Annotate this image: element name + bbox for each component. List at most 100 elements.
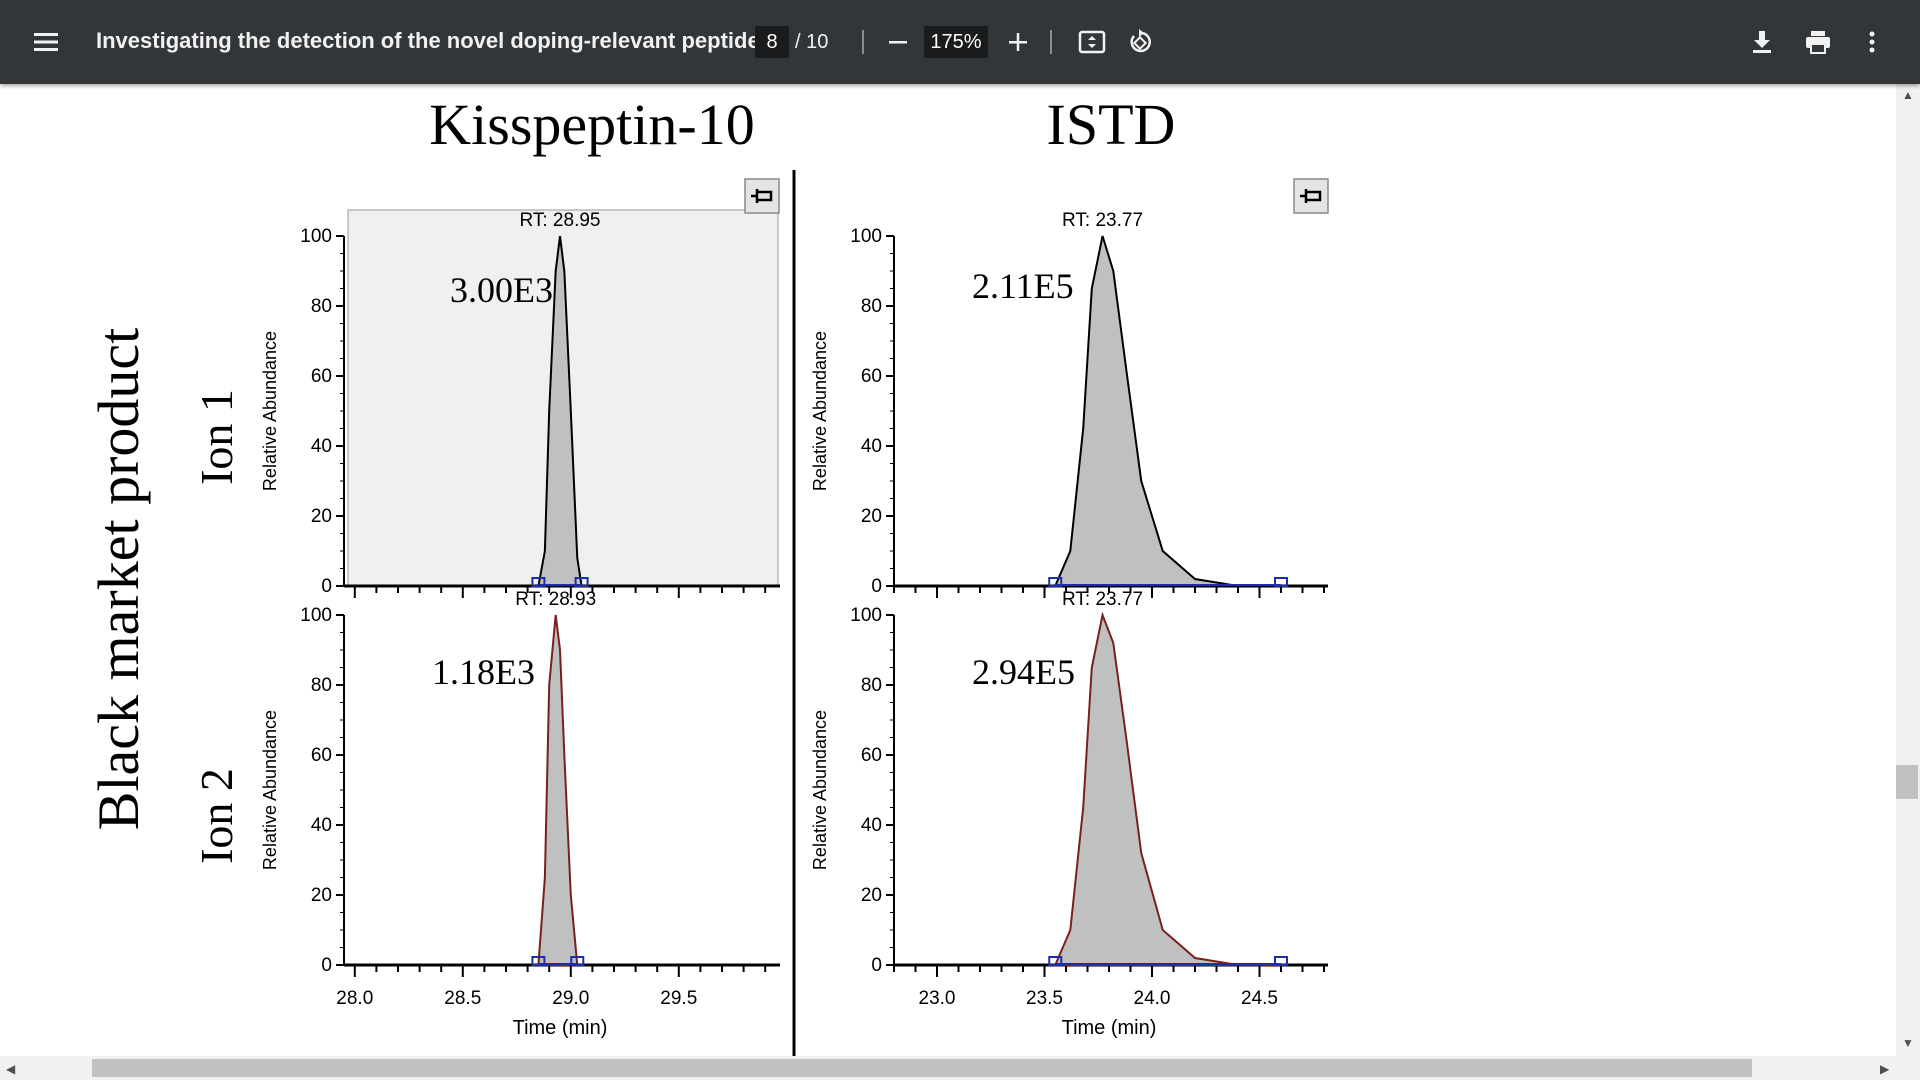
print-icon [1806, 31, 1830, 54]
zoom-input[interactable]: 175% [924, 26, 988, 58]
scroll-down-arrow[interactable]: ▼ [1902, 1036, 1914, 1050]
row-label-ion2: Ion 2 [191, 768, 242, 864]
page-total: / 10 [795, 31, 829, 53]
print-button[interactable] [1798, 22, 1838, 62]
y-tick-label: 80 [861, 296, 882, 317]
y-axis-label: Relative Abundance [260, 710, 280, 870]
more-actions-button[interactable] [1852, 22, 1892, 62]
retention-time-label: RT: 28.93 [515, 589, 596, 610]
minus-icon [889, 41, 907, 44]
y-tick-label: 40 [861, 436, 882, 457]
x-axis-label: Time (min) [513, 1017, 608, 1039]
y-tick-label: 60 [861, 366, 882, 387]
y-tick-label: 60 [861, 745, 882, 766]
y-tick-label: 100 [850, 605, 882, 626]
integration-marker [1274, 956, 1288, 966]
zoom-out-button[interactable] [878, 22, 918, 62]
chromatogram-figure: Kisspeptin-10 ISTD Black market product … [86, 92, 1329, 1056]
x-tick-label: 29.5 [660, 988, 697, 1009]
y-tick-label: 80 [861, 675, 882, 696]
integration-marker [574, 577, 589, 587]
integration-marker [531, 956, 546, 966]
x-tick-label: 28.5 [444, 988, 481, 1009]
y-tick-label: 40 [311, 436, 332, 457]
intensity-label: 3.00E3 [450, 270, 553, 310]
y-tick-label: 20 [861, 885, 882, 906]
pdf-toolbar: Investigating the detection of the novel… [0, 0, 1920, 84]
intensity-label: 1.18E3 [432, 652, 535, 692]
toolbar-divider [862, 30, 864, 54]
row-label-ion1: Ion 1 [191, 389, 242, 485]
pin-icon-glyph [1300, 189, 1322, 203]
menu-button[interactable] [26, 22, 66, 62]
chromatogram-peak [537, 235, 583, 587]
y-tick-label: 40 [861, 815, 882, 836]
more-vert-icon [1869, 31, 1875, 53]
y-tick-label: 0 [871, 576, 882, 597]
y-axis-label: Relative Abundance [810, 331, 830, 491]
row-group-label: Black market product [86, 328, 151, 831]
rotate-button[interactable] [1120, 22, 1160, 62]
y-tick-label: 100 [300, 605, 332, 626]
zoom-in-button[interactable] [998, 22, 1038, 62]
download-icon [1753, 31, 1771, 53]
document-title: Investigating the detection of the novel… [96, 28, 779, 53]
pdf-page: Kisspeptin-10 ISTD Black market product … [0, 84, 1896, 1056]
y-tick-label: 0 [871, 955, 882, 976]
toolbar-divider [1050, 30, 1052, 54]
y-tick-label: 100 [850, 226, 882, 247]
pin-icon-glyph [751, 189, 773, 203]
pin-icon [1293, 178, 1329, 214]
integration-marker [1048, 577, 1063, 587]
y-tick-label: 100 [300, 226, 332, 247]
scroll-right-arrow[interactable]: ▶ [1880, 1062, 1890, 1076]
download-button[interactable] [1742, 22, 1782, 62]
column-header-istd: ISTD [1047, 92, 1176, 157]
y-tick-label: 20 [311, 885, 332, 906]
pin-icon-frame [744, 178, 780, 214]
y-tick-label: 20 [861, 506, 882, 527]
chromatogram-peak [1053, 235, 1281, 587]
rotate-icon [1130, 29, 1151, 53]
horizontal-scroll-thumb[interactable] [92, 1059, 1752, 1077]
page-number-input[interactable]: 8 [755, 26, 789, 58]
y-tick-label: 20 [311, 506, 332, 527]
x-tick-label: 28.0 [336, 988, 373, 1009]
y-tick-label: 40 [311, 815, 332, 836]
retention-time-label: RT: 28.95 [520, 210, 601, 231]
x-tick-label: 23.0 [919, 988, 956, 1009]
y-tick-label: 0 [321, 576, 332, 597]
intensity-label: 2.11E5 [972, 266, 1074, 306]
menu-icon [34, 33, 58, 51]
y-axis-label: Relative Abundance [810, 710, 830, 870]
chromatogram-peak [1053, 611, 1281, 966]
y-tick-label: 80 [311, 296, 332, 317]
y-tick-label: 0 [321, 955, 332, 976]
column-header-kisspeptin: Kisspeptin-10 [429, 92, 754, 157]
pin-icon-frame [1293, 178, 1329, 214]
integration-marker [1048, 956, 1063, 966]
vertical-scrollbar[interactable] [1896, 84, 1920, 1056]
x-axis-label: Time (min) [1062, 1017, 1157, 1039]
fit-page-button[interactable] [1072, 22, 1112, 62]
x-tick-label: 24.5 [1241, 988, 1278, 1009]
pin-icon [744, 178, 780, 214]
scroll-up-arrow[interactable]: ▲ [1902, 88, 1914, 102]
y-tick-label: 60 [311, 745, 332, 766]
y-tick-label: 60 [311, 366, 332, 387]
scroll-left-arrow[interactable]: ◀ [6, 1062, 16, 1076]
vertical-scroll-thumb[interactable] [1896, 765, 1918, 799]
fit-page-icon [1078, 30, 1106, 54]
integration-marker [1274, 577, 1288, 587]
y-tick-label: 80 [311, 675, 332, 696]
y-axis-label: Relative Abundance [260, 331, 280, 491]
chromatogram-peak [537, 614, 579, 966]
x-tick-label: 24.0 [1134, 988, 1171, 1009]
intensity-label: 2.94E5 [972, 652, 1075, 692]
plus-icon [1009, 33, 1027, 51]
retention-time-label: RT: 23.77 [1062, 210, 1143, 231]
integration-marker [570, 956, 585, 966]
x-tick-label: 29.0 [552, 988, 589, 1009]
x-tick-label: 23.5 [1026, 988, 1063, 1009]
retention-time-label: RT: 23.77 [1062, 589, 1143, 610]
